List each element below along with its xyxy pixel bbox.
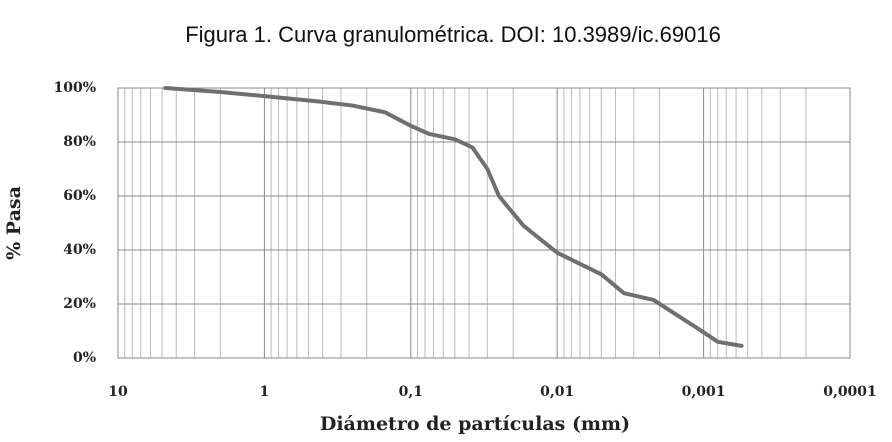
data-line — [163, 86, 744, 348]
plot-border — [117, 87, 851, 359]
x-tick-label: 0,0001 — [823, 384, 877, 400]
x-tick-label: 0,001 — [682, 384, 726, 400]
y-axis-label: % Pasa — [3, 186, 25, 260]
x-tick-label: 10 — [108, 384, 128, 400]
y-tick-label: 20% — [63, 296, 96, 312]
x-tick-label: 1 — [260, 384, 270, 400]
y-tick-label: 60% — [63, 188, 96, 204]
y-tick-label: 0% — [73, 350, 96, 366]
x-tick-label: 0,1 — [399, 384, 423, 400]
chart-title: Figura 1. Curva granulométrica. DOI: 10.… — [185, 22, 721, 47]
y-tick-label: 80% — [63, 134, 96, 150]
x-tick-label: 0,01 — [540, 384, 574, 400]
y-tick-label: 100% — [53, 80, 96, 96]
y-tick-label: 40% — [63, 242, 96, 258]
x-axis-label: Diámetro de partículas (mm) — [320, 413, 630, 435]
